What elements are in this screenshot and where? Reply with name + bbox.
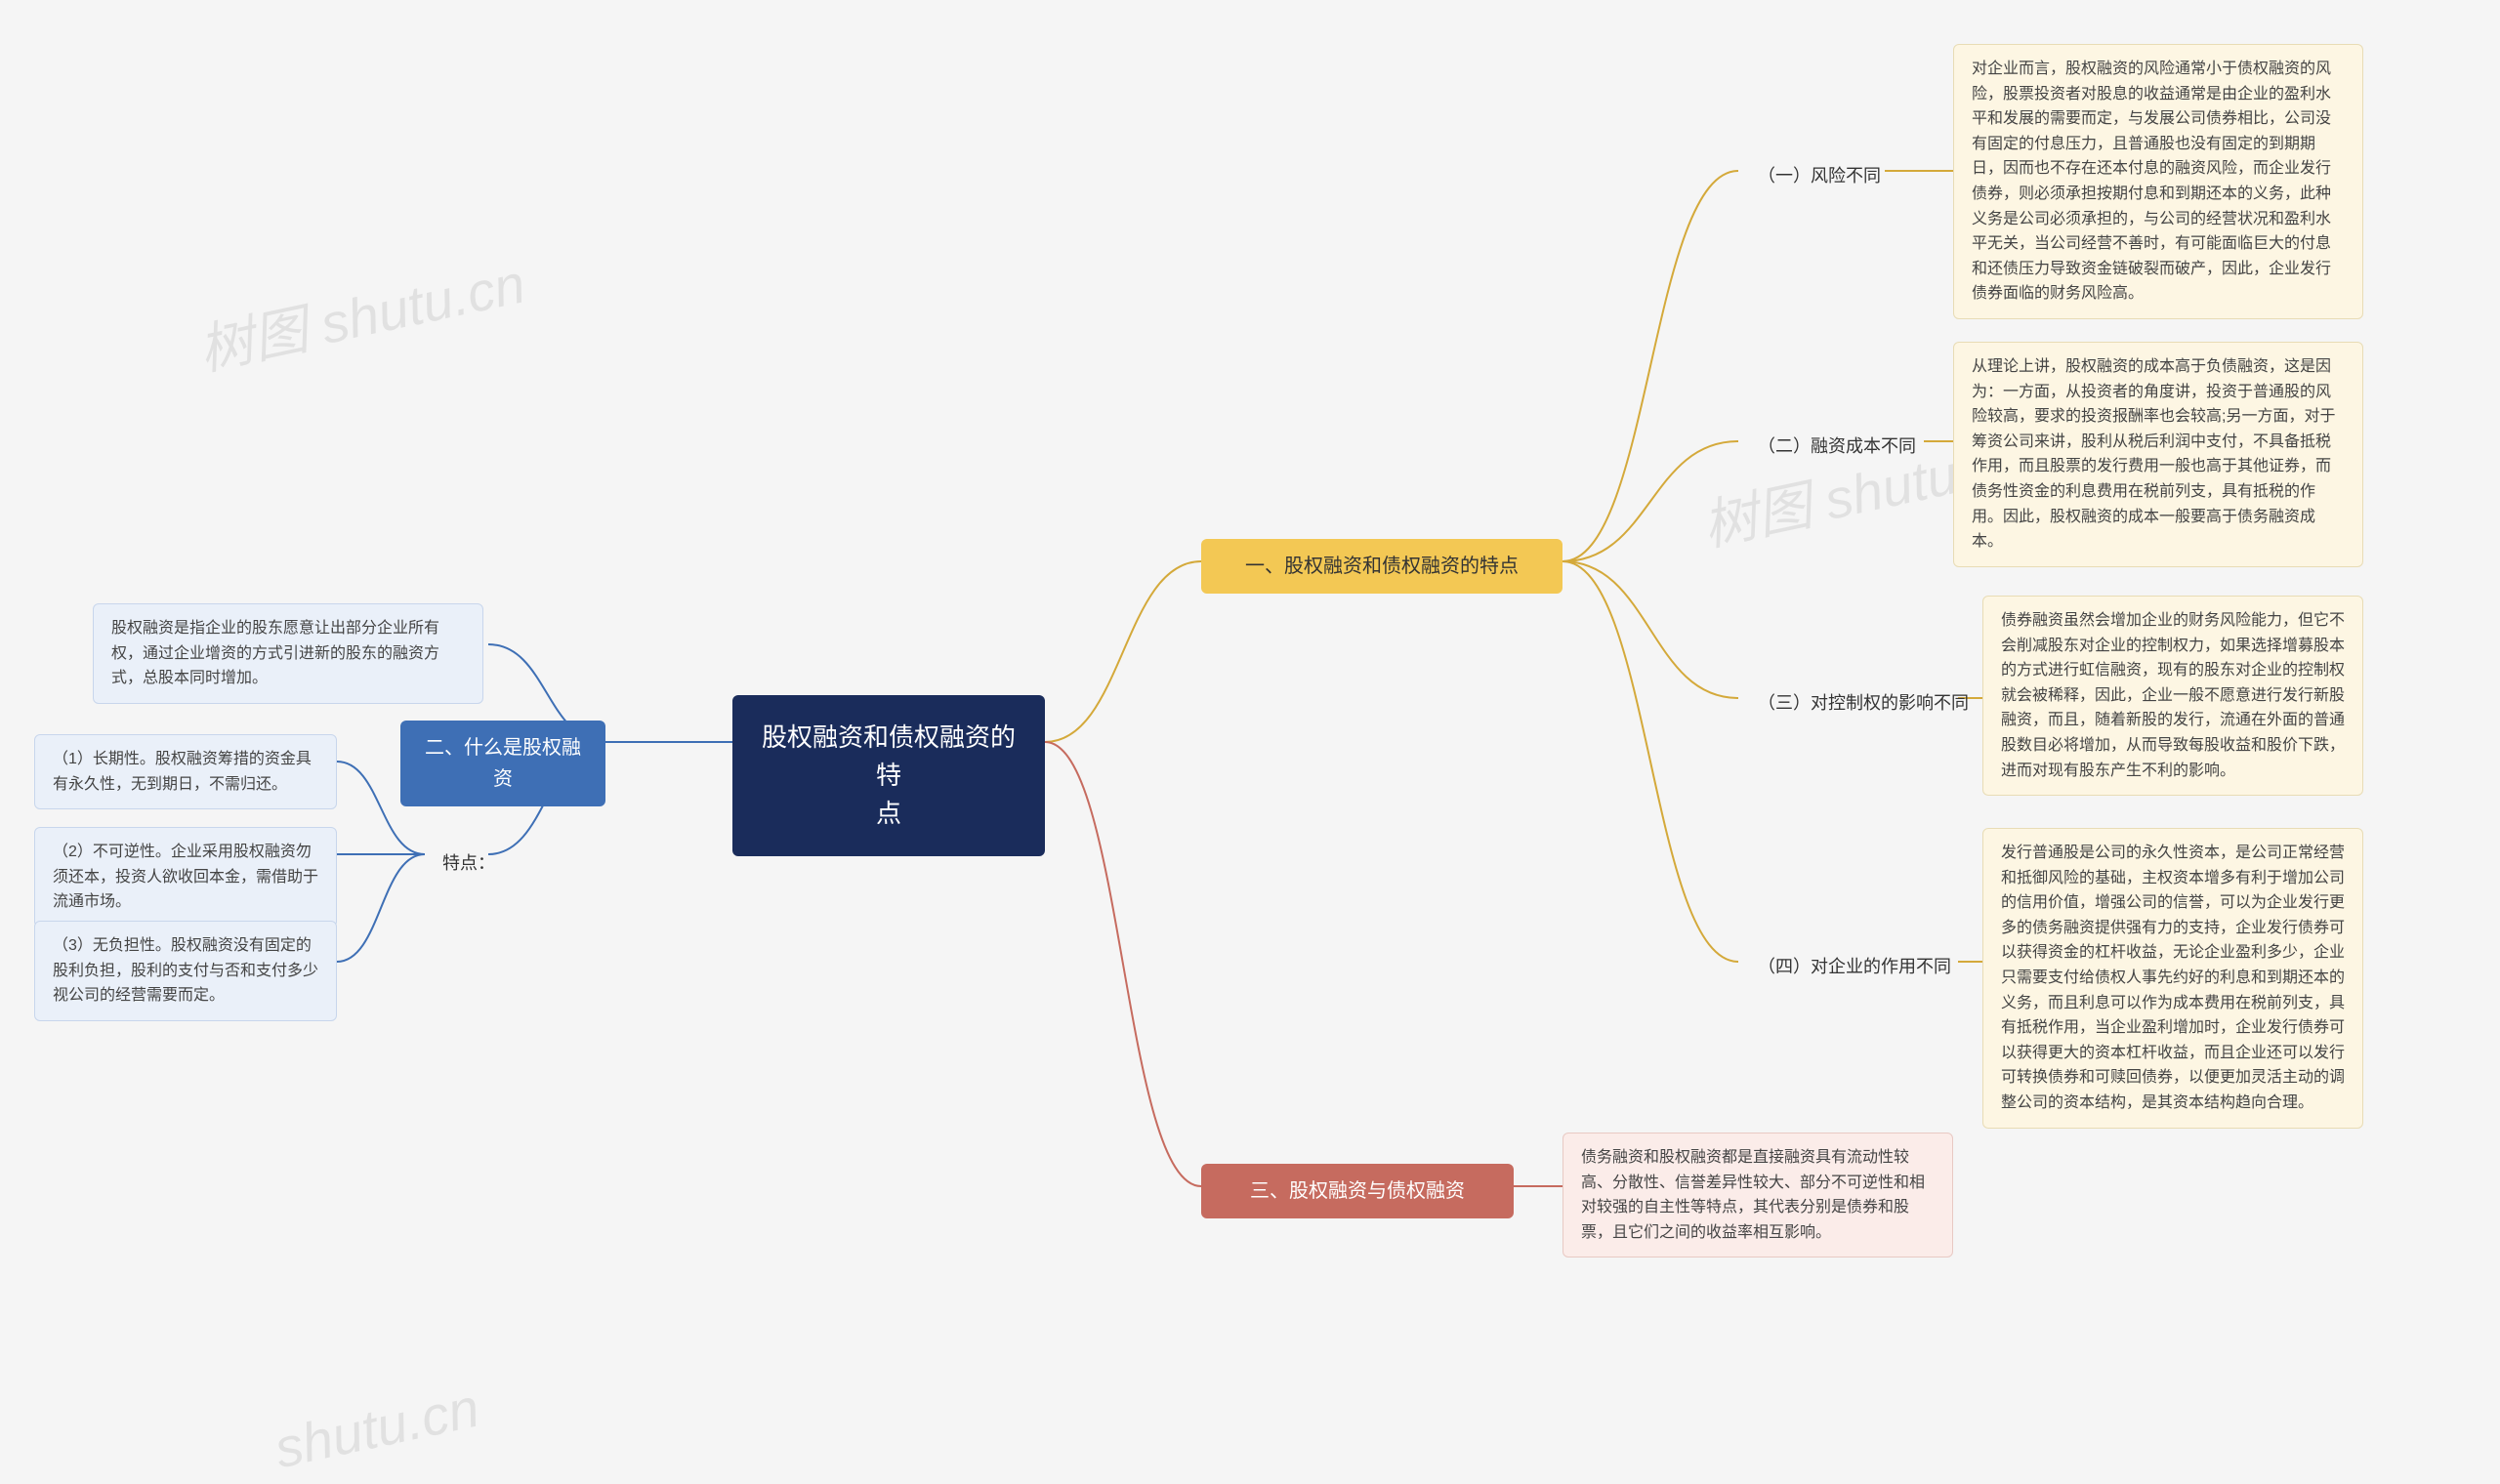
watermark: shutu.cn	[270, 1376, 485, 1481]
branch-2-f2: （2）不可逆性。企业采用股权融资勿须还本，投资人欲收回本金，需借助于流通市场。	[34, 827, 337, 928]
branch-1-sub-2-label[interactable]: （二）融资成本不同	[1748, 427, 1926, 467]
branch-1-sub-3-detail: 债券融资虽然会增加企业的财务风险能力，但它不会削减股东对企业的控制权力，如果选择…	[1982, 596, 2363, 796]
branch-1-sub-3-label[interactable]: （三）对控制权的影响不同	[1748, 683, 1979, 723]
branch-3-detail: 债务融资和股权融资都是直接融资具有流动性较高、分散性、信誉差异性较大、部分不可逆…	[1562, 1133, 1953, 1257]
branch-2-features-label[interactable]: 特点：	[425, 838, 513, 889]
branch-3[interactable]: 三、股权融资与债权融资	[1201, 1164, 1514, 1218]
root-line2: 点	[876, 799, 901, 828]
branch-2[interactable]: 二、什么是股权融资	[400, 721, 605, 806]
branch-2-f1: （1）长期性。股权融资筹措的资金具有永久性，无到期日，不需归还。	[34, 734, 337, 809]
branch-1-sub-4-label[interactable]: （四）对企业的作用不同	[1748, 947, 1961, 987]
branch-1[interactable]: 一、股权融资和债权融资的特点	[1201, 539, 1562, 594]
branch-1-sub-1-label[interactable]: （一）风险不同	[1748, 156, 1891, 196]
branch-2-f3: （3）无负担性。股权融资没有固定的股利负担，股利的支付与否和支付多少视公司的经营…	[34, 921, 337, 1021]
root-line1: 股权融资和债权融资的特	[762, 722, 1016, 790]
root-node[interactable]: 股权融资和债权融资的特 点	[732, 695, 1045, 856]
branch-1-sub-4-detail: 发行普通股是公司的永久性资本，是公司正常经营和抵御风险的基础，主权资本增多有利于…	[1982, 828, 2363, 1129]
branch-2-intro: 股权融资是指企业的股东愿意让出部分企业所有权，通过企业增资的方式引进新的股东的融…	[93, 603, 483, 704]
branch-1-sub-2-detail: 从理论上讲，股权融资的成本高于负债融资，这是因为：一方面，从投资者的角度讲，投资…	[1953, 342, 2363, 567]
branch-1-sub-1-detail: 对企业而言，股权融资的风险通常小于债权融资的风险，股票投资者对股息的收益通常是由…	[1953, 44, 2363, 319]
watermark: 树图 shutu.cn	[190, 240, 531, 387]
